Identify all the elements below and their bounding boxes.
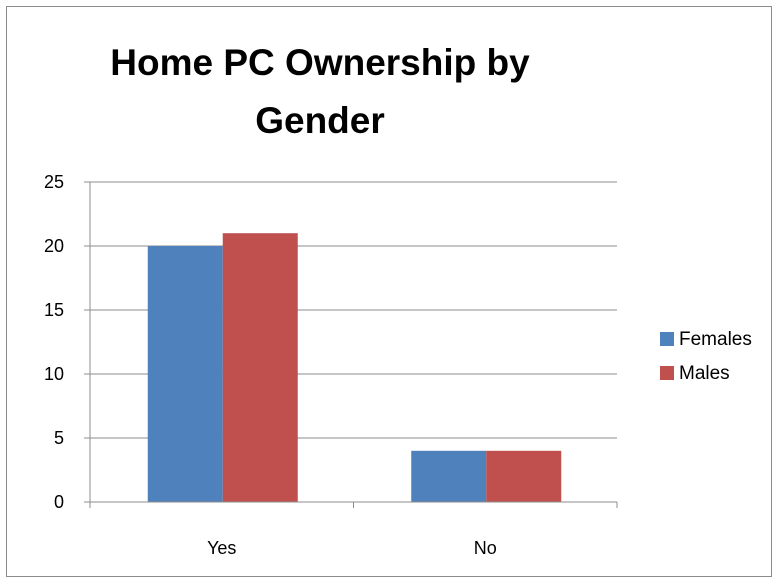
legend-swatch-females <box>660 332 674 346</box>
x-tick-label-no: No <box>474 538 497 558</box>
y-tick-label-20: 20 <box>44 236 64 256</box>
y-tick-label-15: 15 <box>44 300 64 320</box>
legend: Females Males <box>660 329 752 384</box>
chart-frame <box>6 6 772 577</box>
bar-females-no <box>411 450 487 502</box>
bars <box>147 233 562 502</box>
bar-males-no <box>486 450 562 502</box>
y-axis: 0 5 10 15 20 25 <box>44 172 64 512</box>
legend-label-females: Females <box>679 329 752 350</box>
chart-title: Home PC Ownership by Gender <box>110 42 530 141</box>
y-tick-label-5: 5 <box>54 428 64 448</box>
legend-label-males: Males <box>679 363 730 384</box>
bar-females-yes <box>147 246 223 502</box>
bar-males-yes <box>222 233 298 502</box>
x-axis: Yes No <box>89 502 618 558</box>
legend-swatch-males <box>660 366 674 380</box>
y-tick-label-10: 10 <box>44 364 64 384</box>
x-tick-label-yes: Yes <box>207 538 236 558</box>
y-tick-label-25: 25 <box>44 172 64 192</box>
y-tick-label-0: 0 <box>54 492 64 512</box>
